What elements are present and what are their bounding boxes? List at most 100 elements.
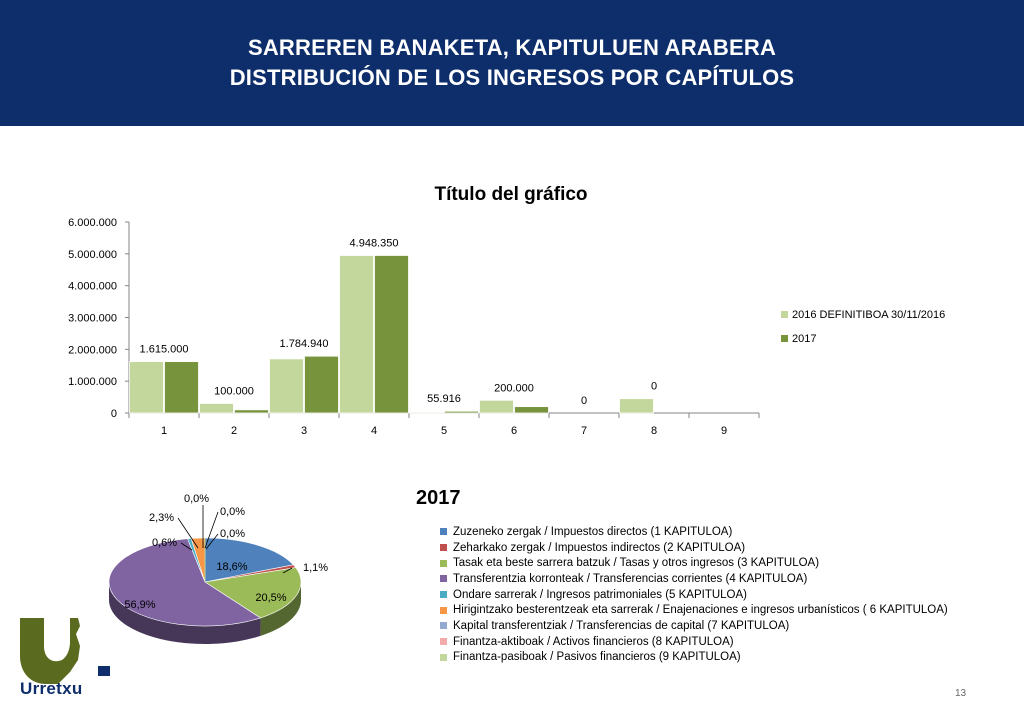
pie-slice xyxy=(204,567,302,619)
pie-leader-line xyxy=(282,567,293,574)
y-tick-label: 3.000.000 xyxy=(68,313,117,325)
bar-data-label: 55.916 xyxy=(427,393,461,405)
bar-2016 xyxy=(129,361,164,414)
pie-legend-item: Finantza-aktiboak / Activos financieros … xyxy=(440,634,948,650)
legend-label: 2016 DEFINITIBOA 30/11/2016 xyxy=(792,309,945,321)
pie-legend-item: Kapital transferentziak / Transferencias… xyxy=(440,618,948,634)
pie-legend-item: Tasak eta beste sarrera batzuk / Tasas y… xyxy=(440,555,948,571)
legend-swatch xyxy=(781,311,788,318)
legend-label: Hirigintzako besterentzeak eta sarrerak … xyxy=(453,604,948,617)
pie-legend-item: Zeharkako zergak / Impuestos indirectos … xyxy=(440,540,948,556)
pie-data-label: 0,0% xyxy=(184,493,209,505)
pie-chart-title: 2017 xyxy=(416,487,461,509)
bar-data-label: 200.000 xyxy=(494,382,534,394)
pie-data-label: 0,0% xyxy=(220,506,245,518)
legend-label: Tasak eta beste sarrera batzuk / Tasas y… xyxy=(453,557,820,570)
bar-chart: Título del gráfico 0 1.000.000 2.000.000 3.0… xyxy=(68,184,945,437)
pie-legend-item: Ondare sarrerak / Ingresos patrimoniales… xyxy=(440,587,948,603)
x-tick-label: 9 xyxy=(721,425,727,437)
legend-label: Zeharkako zergak / Impuestos indirectos … xyxy=(453,541,746,554)
pie-slice-side xyxy=(109,582,261,645)
y-tick-label: 4.000.000 xyxy=(68,281,117,293)
pie-legend-item: Transferentzia korronteak / Transferenci… xyxy=(440,571,948,587)
legend-label: Zuzeneko zergak / Impuestos directos (1 … xyxy=(453,525,733,538)
pie-legend-item: Hirigintzako besterentzeak eta sarrerak … xyxy=(440,602,948,618)
pie-slice-side xyxy=(260,582,301,636)
y-tick-label: 2.000.000 xyxy=(68,344,117,356)
x-tick-label: 1 xyxy=(161,425,167,437)
bar-2016 xyxy=(619,398,654,414)
pie-chart: 18,6% 1,1% 20,5% 56,9% 0,6% 2,3% 0,0% 0,0% 0,0% xyxy=(108,493,328,645)
bar-2016 xyxy=(269,358,304,414)
logo-shape xyxy=(20,618,80,684)
legend-label: 2017 xyxy=(792,333,816,345)
legend-label: Finantza-pasiboak / Pasivos financieros … xyxy=(453,651,741,664)
legend-swatch xyxy=(440,591,447,599)
logo-wordmark: Urretxu xyxy=(20,679,83,698)
pie-legend-item: Finantza-pasiboak / Pasivos financieros … xyxy=(440,650,948,666)
bar-2016 xyxy=(479,399,514,414)
pie-legend: Zuzeneko zergak / Impuestos directos (1 … xyxy=(440,524,948,665)
pie-leader-line xyxy=(204,511,219,549)
bar-2017 xyxy=(304,355,339,414)
pie-data-label: 2,3% xyxy=(149,512,174,524)
pie-data-label: 0,6% xyxy=(152,537,177,549)
x-tick-label: 3 xyxy=(301,425,307,437)
bar-2017 xyxy=(444,410,479,414)
pie-slice xyxy=(108,538,262,627)
pie-slice xyxy=(204,537,294,583)
pie-leader-line xyxy=(205,533,219,550)
y-tick-label: 1.000.000 xyxy=(68,376,117,388)
legend-swatch xyxy=(440,575,447,583)
page-number: 13 xyxy=(955,688,967,699)
bar-data-label: 1.615.000 xyxy=(140,344,189,356)
pie-data-label: 20,5% xyxy=(255,592,286,604)
legend-label: Ondare sarrerak / Ingresos patrimoniales… xyxy=(453,588,748,601)
pie-leader-line xyxy=(177,517,199,549)
bar-data-label: 0 xyxy=(651,381,657,393)
pie-top xyxy=(108,537,302,627)
bar-2017 xyxy=(514,406,549,414)
legend-label: Finantza-aktiboak / Activos financieros … xyxy=(453,635,734,648)
bar-2017 xyxy=(164,361,199,414)
bar-2017 xyxy=(374,255,409,414)
y-tick-label: 0 xyxy=(111,408,117,420)
logo-accent xyxy=(98,666,110,676)
slide-title-spanish: DISTRIBUCIÓN DE LOS INGRESOS POR CAPÍTUL… xyxy=(229,65,795,90)
legend-swatch xyxy=(440,559,447,567)
bar-2016 xyxy=(409,411,444,414)
bar-data-label: 100.000 xyxy=(214,385,254,397)
x-tick-label: 2 xyxy=(231,425,237,437)
pie-data-label: 0,0% xyxy=(220,528,245,540)
legend-swatch xyxy=(440,638,447,646)
chart-title: Título del gráfico xyxy=(434,184,587,205)
urretxu-logo-mark xyxy=(20,618,110,684)
y-tick-label: 6.000.000 xyxy=(68,217,117,229)
x-tick-label: 7 xyxy=(581,425,587,437)
bar-data-label: 1.784.940 xyxy=(280,338,329,350)
pie-leader-line xyxy=(180,542,193,551)
legend-swatch xyxy=(440,653,447,661)
pie-data-label: 18,6% xyxy=(216,561,247,573)
x-tick-label: 5 xyxy=(441,425,447,437)
slide-header: SARREREN BANAKETA, KAPITULUEN ARABERA DI… xyxy=(0,0,1024,126)
x-tick-label: 8 xyxy=(651,425,657,437)
x-tick-label: 4 xyxy=(371,425,377,437)
legend-swatch xyxy=(781,335,788,342)
x-tick-label: 6 xyxy=(511,425,517,437)
pie-legend-item: Zuzeneko zergak / Impuestos directos (1 … xyxy=(440,524,948,540)
legend-label: Kapital transferentziak / Transferencias… xyxy=(453,619,790,632)
bar-data-label: 0 xyxy=(581,395,587,407)
pie-data-label: 1,1% xyxy=(303,562,328,574)
bar-data-label: 4.948.350 xyxy=(350,237,399,249)
legend-swatch xyxy=(440,622,447,630)
legend-swatch xyxy=(440,528,447,536)
pie-data-label: 56,9% xyxy=(124,599,155,611)
legend-label: Transferentzia korronteak / Transferenci… xyxy=(453,572,808,585)
legend-swatch xyxy=(440,606,447,614)
bar-2017 xyxy=(234,409,269,414)
pie-sides xyxy=(109,582,301,645)
slide-title-basque: SARREREN BANAKETA, KAPITULUEN ARABERA xyxy=(247,35,777,60)
bar-2016 xyxy=(339,255,374,414)
legend-swatch xyxy=(440,544,447,552)
